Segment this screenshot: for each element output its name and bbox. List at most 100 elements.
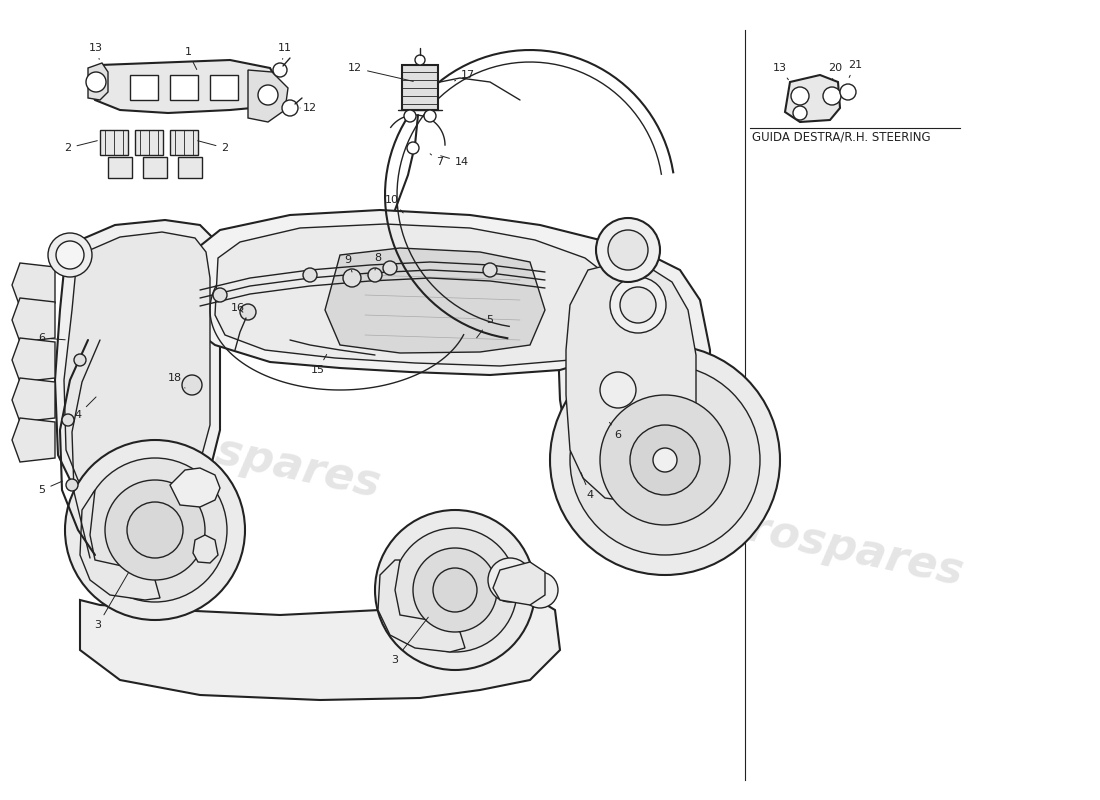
- Circle shape: [415, 55, 425, 65]
- Polygon shape: [108, 157, 132, 178]
- Polygon shape: [80, 595, 560, 700]
- Text: 14: 14: [441, 156, 469, 167]
- Circle shape: [550, 345, 780, 575]
- Text: 12: 12: [348, 63, 414, 82]
- Polygon shape: [214, 224, 625, 366]
- Text: 3: 3: [392, 617, 428, 665]
- Circle shape: [483, 263, 497, 277]
- Polygon shape: [12, 378, 55, 422]
- Polygon shape: [192, 535, 218, 563]
- Circle shape: [182, 375, 202, 395]
- Polygon shape: [170, 468, 220, 507]
- Circle shape: [273, 63, 287, 77]
- Circle shape: [62, 414, 74, 426]
- Text: 6: 6: [609, 422, 622, 440]
- Circle shape: [653, 448, 676, 472]
- Circle shape: [375, 510, 535, 670]
- Text: 12: 12: [300, 103, 317, 113]
- Circle shape: [368, 268, 382, 282]
- Circle shape: [620, 287, 656, 323]
- Text: 9: 9: [344, 255, 352, 272]
- Polygon shape: [143, 157, 167, 178]
- Circle shape: [213, 288, 227, 302]
- Polygon shape: [558, 250, 710, 515]
- Circle shape: [126, 502, 183, 558]
- Circle shape: [791, 87, 808, 105]
- Polygon shape: [88, 63, 108, 100]
- Text: 1: 1: [185, 47, 197, 70]
- Text: 11: 11: [278, 43, 292, 59]
- Circle shape: [82, 458, 227, 602]
- Circle shape: [65, 440, 245, 620]
- Text: GUIDA DESTRA/R.H. STEERING: GUIDA DESTRA/R.H. STEERING: [752, 130, 931, 143]
- Circle shape: [412, 548, 497, 632]
- Circle shape: [424, 110, 436, 122]
- Text: 2: 2: [198, 141, 229, 153]
- Text: 2: 2: [65, 141, 97, 153]
- Polygon shape: [493, 562, 544, 605]
- Polygon shape: [12, 263, 55, 307]
- Polygon shape: [100, 130, 128, 155]
- Text: 17: 17: [454, 70, 475, 81]
- Circle shape: [48, 233, 92, 277]
- Text: 20: 20: [828, 63, 843, 79]
- Polygon shape: [135, 130, 163, 155]
- Circle shape: [393, 528, 517, 652]
- Text: 4: 4: [581, 473, 594, 500]
- Circle shape: [66, 479, 78, 491]
- Text: 7: 7: [430, 154, 443, 167]
- Polygon shape: [12, 298, 55, 342]
- Text: 3: 3: [95, 572, 129, 630]
- Circle shape: [600, 372, 636, 408]
- Polygon shape: [80, 490, 160, 600]
- Polygon shape: [785, 75, 840, 122]
- Text: 21: 21: [848, 60, 862, 78]
- Polygon shape: [248, 70, 288, 122]
- Polygon shape: [210, 75, 238, 100]
- Text: 15: 15: [311, 354, 327, 375]
- Circle shape: [522, 572, 558, 608]
- Text: 4: 4: [75, 397, 96, 420]
- Text: 5: 5: [476, 315, 494, 338]
- Circle shape: [404, 110, 416, 122]
- Polygon shape: [12, 338, 55, 382]
- Circle shape: [104, 480, 205, 580]
- Circle shape: [823, 87, 842, 105]
- Text: 13: 13: [89, 43, 103, 59]
- Polygon shape: [88, 60, 278, 113]
- Circle shape: [282, 100, 298, 116]
- Polygon shape: [378, 560, 465, 652]
- Circle shape: [610, 277, 665, 333]
- Polygon shape: [55, 220, 220, 515]
- Text: eurospares: eurospares: [408, 286, 692, 386]
- Circle shape: [596, 218, 660, 282]
- Circle shape: [407, 142, 419, 154]
- Text: 18: 18: [168, 373, 185, 388]
- Polygon shape: [402, 65, 438, 110]
- Circle shape: [840, 84, 856, 100]
- Circle shape: [383, 261, 397, 275]
- Circle shape: [302, 268, 317, 282]
- Polygon shape: [170, 75, 198, 100]
- Circle shape: [600, 395, 730, 525]
- Circle shape: [74, 354, 86, 366]
- Circle shape: [570, 365, 760, 555]
- Text: 10: 10: [385, 195, 404, 213]
- Text: 13: 13: [773, 63, 789, 80]
- Circle shape: [258, 85, 278, 105]
- Circle shape: [240, 304, 256, 320]
- Polygon shape: [64, 232, 210, 503]
- Circle shape: [433, 568, 477, 612]
- Circle shape: [793, 106, 807, 120]
- Circle shape: [488, 558, 532, 602]
- Circle shape: [343, 269, 361, 287]
- Polygon shape: [130, 75, 158, 100]
- Text: 5: 5: [39, 481, 63, 495]
- Text: 6: 6: [39, 333, 65, 343]
- Text: 16: 16: [231, 303, 245, 313]
- Circle shape: [630, 425, 700, 495]
- Text: eurospares: eurospares: [683, 494, 967, 594]
- Polygon shape: [170, 130, 198, 155]
- Polygon shape: [12, 418, 55, 462]
- Polygon shape: [195, 210, 650, 375]
